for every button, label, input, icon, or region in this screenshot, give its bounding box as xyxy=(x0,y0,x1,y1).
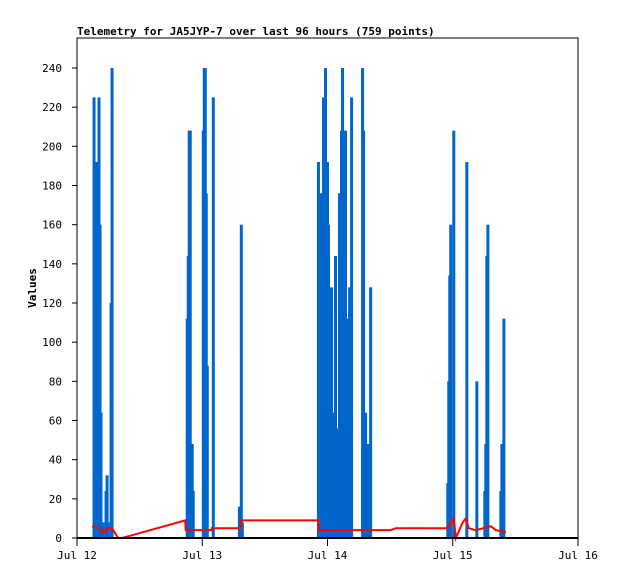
chart-title: Telemetry for JA5JYP-7 over last 96 hour… xyxy=(77,25,435,38)
bar xyxy=(240,522,244,538)
bar xyxy=(105,475,109,538)
bar xyxy=(323,68,327,538)
bar xyxy=(330,287,334,538)
bar xyxy=(369,287,373,538)
bar xyxy=(502,318,506,538)
y-tick-label: 240 xyxy=(42,62,62,75)
x-tick-label: Jul 15 xyxy=(433,549,473,562)
bar xyxy=(316,162,320,538)
bar xyxy=(211,97,215,538)
x-tick-label: Jul 16 xyxy=(558,549,598,562)
bar xyxy=(239,224,243,538)
bar xyxy=(449,224,453,538)
bar xyxy=(338,193,342,539)
bar xyxy=(98,224,102,538)
bar xyxy=(365,444,369,538)
y-tick-label: 160 xyxy=(42,219,62,232)
bar xyxy=(110,68,114,538)
bar xyxy=(191,491,195,538)
y-tick-label: 180 xyxy=(42,180,62,193)
x-tick-label: Jul 14 xyxy=(308,549,348,562)
bar xyxy=(500,444,504,538)
y-tick-label: 40 xyxy=(49,454,62,467)
bar xyxy=(486,224,490,538)
y-tick-label: 80 xyxy=(49,375,62,388)
bar xyxy=(350,97,354,538)
bar xyxy=(348,287,352,538)
bar xyxy=(452,130,456,538)
bar xyxy=(188,130,192,538)
bar xyxy=(99,412,103,538)
y-tick-label: 20 xyxy=(49,493,62,506)
bar xyxy=(205,365,209,538)
y-tick-label: 200 xyxy=(42,140,62,153)
series-line xyxy=(91,515,507,542)
bar xyxy=(326,224,330,538)
bar xyxy=(344,130,348,538)
bar xyxy=(334,256,338,538)
bar xyxy=(475,381,479,538)
bar xyxy=(101,522,105,538)
bar xyxy=(321,97,325,538)
bar xyxy=(465,162,469,538)
y-tick-label: 100 xyxy=(42,336,62,349)
x-tick-label: Jul 13 xyxy=(182,549,222,562)
y-tick-label: 220 xyxy=(42,101,62,114)
y-axis-label: Values xyxy=(26,268,39,308)
bar xyxy=(362,130,366,538)
bar xyxy=(367,444,371,538)
bar xyxy=(346,318,350,538)
y-tick-label: 0 xyxy=(55,532,62,545)
bar xyxy=(92,97,96,538)
y-tick-label: 120 xyxy=(42,297,62,310)
y-tick-label: 140 xyxy=(42,258,62,271)
bar xyxy=(336,428,340,538)
x-tick-label: Jul 12 xyxy=(57,549,97,562)
bar xyxy=(237,506,241,538)
bar xyxy=(341,68,345,538)
bar xyxy=(106,522,110,538)
bar xyxy=(332,412,336,538)
y-tick-label: 60 xyxy=(49,415,62,428)
